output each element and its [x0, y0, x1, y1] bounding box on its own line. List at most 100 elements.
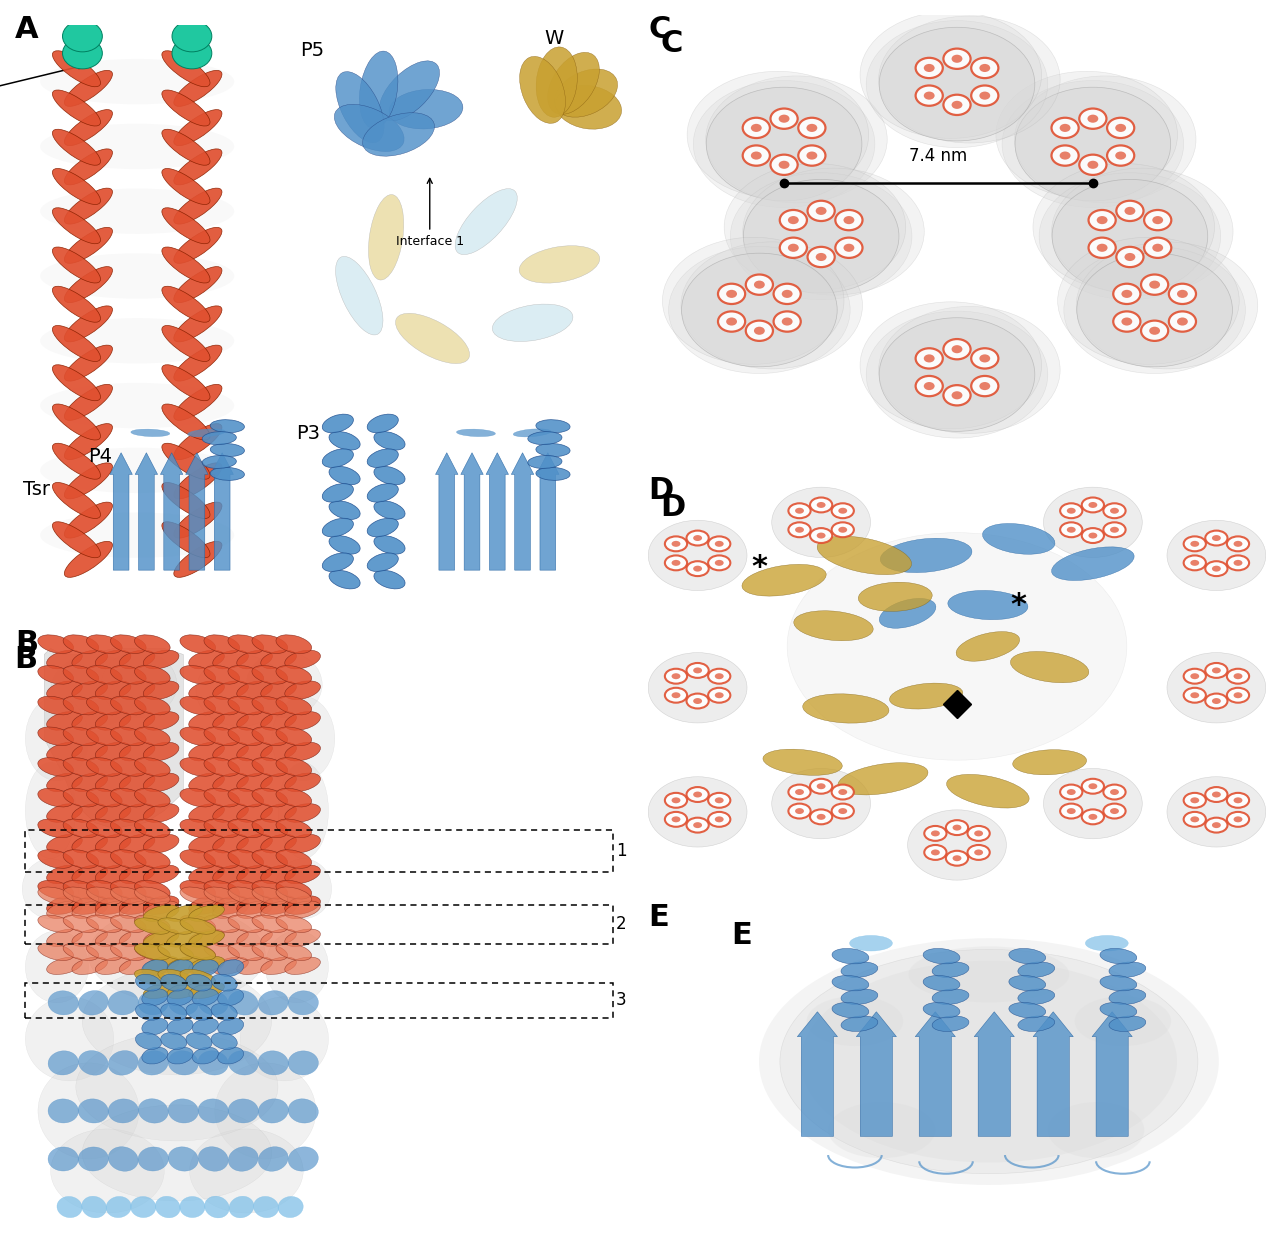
Ellipse shape [119, 650, 154, 669]
Ellipse shape [1051, 547, 1134, 581]
Circle shape [931, 850, 940, 856]
Ellipse shape [866, 312, 1048, 439]
Circle shape [1113, 284, 1141, 304]
Ellipse shape [204, 1196, 230, 1217]
Circle shape [810, 810, 832, 825]
Ellipse shape [96, 896, 131, 915]
Circle shape [693, 668, 702, 673]
Circle shape [916, 349, 943, 369]
Ellipse shape [96, 650, 131, 669]
Circle shape [795, 508, 804, 513]
Ellipse shape [193, 1047, 218, 1064]
Ellipse shape [135, 1033, 162, 1049]
Ellipse shape [832, 948, 869, 964]
Ellipse shape [367, 414, 398, 432]
Ellipse shape [111, 943, 147, 961]
Ellipse shape [251, 943, 287, 961]
Circle shape [832, 503, 854, 518]
Ellipse shape [63, 758, 98, 776]
Bar [26, 905, 612, 944]
Ellipse shape [260, 711, 296, 730]
Ellipse shape [174, 148, 222, 184]
Ellipse shape [64, 70, 112, 106]
Ellipse shape [130, 1196, 156, 1217]
Ellipse shape [40, 447, 235, 493]
Ellipse shape [923, 976, 960, 991]
Ellipse shape [161, 974, 186, 991]
Ellipse shape [162, 168, 211, 204]
Ellipse shape [71, 650, 107, 669]
Circle shape [1184, 812, 1206, 827]
Ellipse shape [276, 915, 311, 932]
Ellipse shape [195, 654, 285, 726]
Circle shape [726, 318, 738, 325]
Ellipse shape [47, 930, 82, 947]
Ellipse shape [374, 501, 404, 520]
Ellipse shape [143, 680, 179, 699]
Ellipse shape [38, 943, 74, 961]
Circle shape [799, 146, 826, 166]
Circle shape [1110, 809, 1119, 814]
Circle shape [843, 216, 855, 224]
Ellipse shape [803, 694, 889, 723]
Ellipse shape [923, 948, 960, 964]
Ellipse shape [143, 901, 179, 918]
Ellipse shape [180, 697, 216, 715]
Ellipse shape [1064, 247, 1245, 374]
Circle shape [671, 693, 680, 698]
Ellipse shape [47, 865, 83, 883]
Ellipse shape [1014, 87, 1170, 201]
Circle shape [1082, 810, 1104, 825]
Circle shape [943, 385, 971, 405]
Ellipse shape [204, 915, 240, 932]
Circle shape [1087, 115, 1099, 123]
Circle shape [1228, 792, 1249, 807]
Ellipse shape [47, 804, 83, 822]
Ellipse shape [180, 969, 216, 986]
Circle shape [1088, 814, 1097, 820]
Ellipse shape [838, 763, 928, 795]
Circle shape [1122, 318, 1132, 325]
Ellipse shape [519, 56, 565, 123]
Ellipse shape [111, 697, 147, 715]
Ellipse shape [1168, 653, 1266, 723]
Ellipse shape [189, 930, 225, 947]
Circle shape [1191, 693, 1199, 698]
Ellipse shape [204, 665, 240, 684]
Ellipse shape [134, 789, 170, 807]
Circle shape [1060, 522, 1082, 537]
Ellipse shape [213, 957, 249, 974]
Polygon shape [45, 648, 184, 829]
Circle shape [1088, 532, 1097, 538]
Circle shape [745, 320, 773, 341]
Ellipse shape [64, 267, 112, 303]
Circle shape [715, 693, 723, 698]
Circle shape [1234, 559, 1243, 566]
Ellipse shape [138, 1050, 168, 1075]
Circle shape [1150, 326, 1160, 335]
Text: P4: P4 [88, 447, 112, 466]
Ellipse shape [741, 564, 826, 596]
Circle shape [693, 566, 702, 572]
Ellipse shape [108, 1146, 138, 1171]
Ellipse shape [260, 835, 296, 854]
Ellipse shape [71, 865, 107, 883]
Text: 3: 3 [616, 992, 627, 1009]
Circle shape [1116, 201, 1143, 221]
Ellipse shape [134, 887, 170, 905]
Ellipse shape [218, 959, 244, 977]
Ellipse shape [87, 887, 122, 905]
Circle shape [931, 830, 940, 836]
Ellipse shape [63, 887, 98, 905]
Text: P3: P3 [296, 424, 320, 442]
Ellipse shape [276, 943, 311, 961]
Ellipse shape [162, 90, 211, 126]
Text: 2: 2 [616, 916, 627, 933]
Ellipse shape [923, 1003, 960, 1018]
Ellipse shape [51, 1129, 165, 1214]
Ellipse shape [71, 804, 107, 822]
Ellipse shape [288, 1050, 319, 1075]
Circle shape [1206, 787, 1228, 802]
Ellipse shape [134, 697, 170, 715]
Ellipse shape [162, 325, 211, 361]
